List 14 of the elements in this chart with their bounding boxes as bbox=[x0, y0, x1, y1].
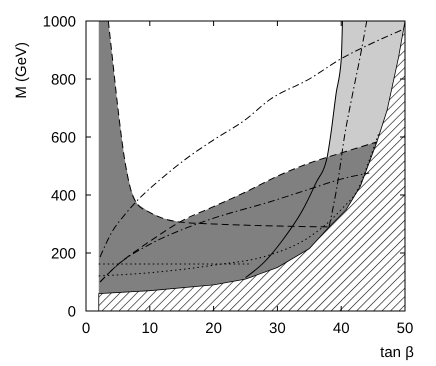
y-tick-label: 1000 bbox=[42, 13, 76, 30]
y-tick-label: 800 bbox=[50, 71, 76, 88]
y-tick-label: 400 bbox=[50, 187, 76, 204]
x-axis-title: tan β bbox=[380, 344, 414, 361]
x-tick-label: 0 bbox=[82, 320, 90, 337]
y-tick-label: 0 bbox=[68, 303, 76, 320]
y-tick-label: 600 bbox=[50, 129, 76, 146]
x-tick-label: 50 bbox=[396, 320, 414, 337]
y-tick-label: 200 bbox=[50, 245, 76, 262]
x-tick-label: 30 bbox=[269, 320, 286, 337]
x-tick-label: 10 bbox=[141, 320, 158, 337]
x-tick-label: 20 bbox=[205, 320, 222, 337]
y-axis-title: M (GeV) bbox=[13, 42, 30, 99]
x-tick-label: 40 bbox=[332, 320, 350, 337]
